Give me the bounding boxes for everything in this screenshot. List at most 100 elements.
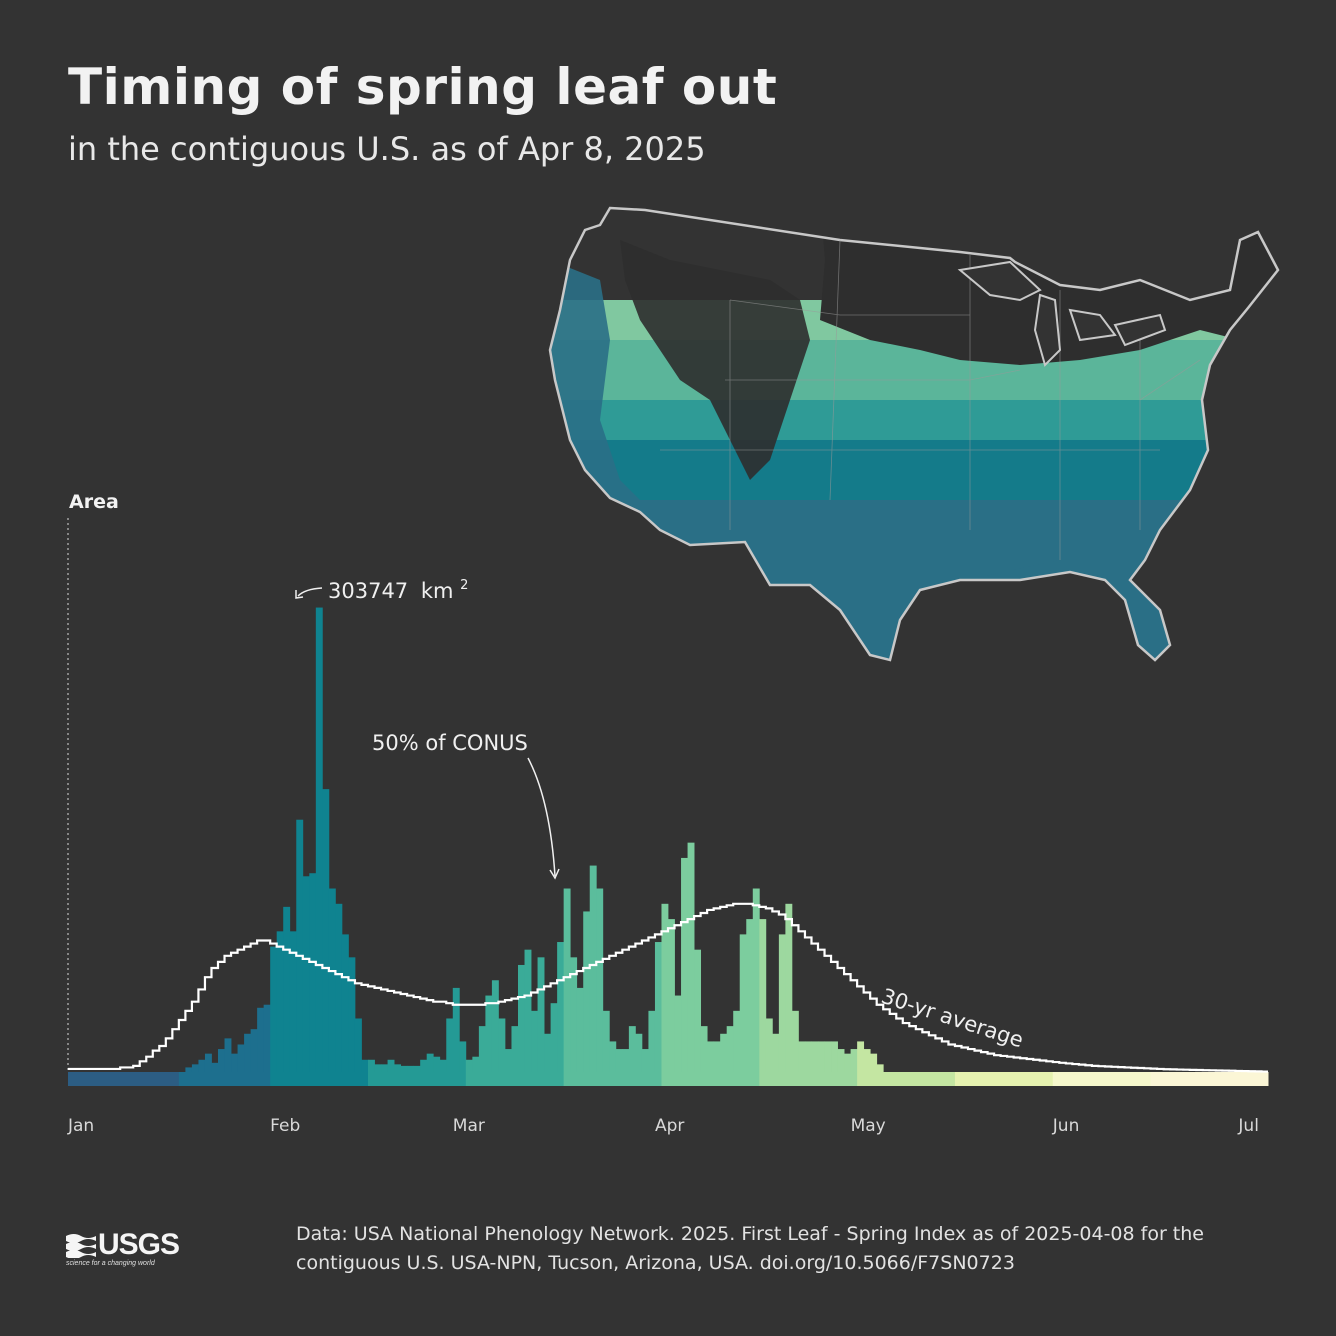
bar-day-30 xyxy=(263,1004,271,1072)
x-tick-label-jan: Jan xyxy=(67,1116,94,1136)
bar-day-57 xyxy=(439,1059,447,1072)
color-band-0 xyxy=(68,1072,180,1086)
bar-day-53 xyxy=(413,1065,421,1072)
bar-day-82 xyxy=(602,1010,610,1072)
bar-day-116 xyxy=(824,1041,832,1072)
bar-day-36 xyxy=(302,876,310,1072)
bar-day-122 xyxy=(863,1049,871,1072)
y-axis-label: Area xyxy=(69,491,119,513)
bar-day-98 xyxy=(707,1041,715,1072)
bar-day-55 xyxy=(426,1053,434,1072)
bar-day-66 xyxy=(498,1018,506,1072)
bar-day-74 xyxy=(550,1003,558,1072)
bar-day-61 xyxy=(465,1059,473,1072)
bar-day-25 xyxy=(231,1053,238,1072)
bar-day-65 xyxy=(491,980,499,1072)
bar-day-87 xyxy=(635,1033,643,1072)
x-tick-label-feb: Feb xyxy=(270,1116,300,1136)
bar-day-124 xyxy=(876,1064,884,1072)
fifty-percent-arrow xyxy=(527,757,556,877)
bar-day-21 xyxy=(204,1053,212,1072)
bar-day-85 xyxy=(622,1049,630,1072)
bar-day-110 xyxy=(785,903,793,1072)
x-tick-label-mar: Mar xyxy=(453,1116,485,1136)
bar-day-50 xyxy=(394,1064,402,1072)
color-band-7 xyxy=(759,1072,858,1086)
color-band-10 xyxy=(1052,1072,1152,1086)
x-tick-label-jul: Jul xyxy=(1237,1116,1259,1136)
bar-day-35 xyxy=(296,819,304,1072)
bar-day-44 xyxy=(354,1018,362,1072)
conus-map xyxy=(540,200,1290,670)
data-source-note: Data: USA National Phenology Network. 20… xyxy=(296,1223,1204,1274)
bar-day-102 xyxy=(733,1010,741,1072)
bar-day-106 xyxy=(759,919,767,1072)
bar-day-52 xyxy=(407,1065,415,1072)
bar-day-97 xyxy=(700,1026,708,1072)
bar-day-94 xyxy=(681,857,688,1072)
bar-day-42 xyxy=(341,934,349,1072)
bar-day-81 xyxy=(596,888,604,1072)
annotation-peak: 303747 km 2 xyxy=(295,578,468,603)
color-band-4 xyxy=(465,1072,565,1086)
bar-day-31 xyxy=(270,946,278,1072)
bar-day-123 xyxy=(870,1053,878,1072)
bar-day-68 xyxy=(511,1026,519,1072)
color-band-1 xyxy=(178,1072,271,1086)
us-outline xyxy=(548,206,1280,662)
usgs-wordmark: USGS xyxy=(98,1228,180,1261)
bar-day-99 xyxy=(713,1041,721,1072)
bar-day-64 xyxy=(485,995,493,1072)
bar-day-32 xyxy=(276,931,284,1072)
bar-day-115 xyxy=(818,1041,825,1072)
bar-day-51 xyxy=(400,1065,408,1072)
x-axis-ticks: Jan Feb Mar Apr May Jun Jul xyxy=(67,1116,1259,1136)
series-line-30yr-average xyxy=(68,902,1268,1073)
usgs-logo: USGS science for a changing world xyxy=(66,1228,186,1272)
color-band-9 xyxy=(954,1072,1054,1086)
color-band-11 xyxy=(1150,1072,1269,1086)
bar-day-109 xyxy=(778,934,786,1072)
bar-day-34 xyxy=(289,931,297,1072)
bar-day-23 xyxy=(218,1049,225,1072)
bar-day-46 xyxy=(368,1059,375,1072)
bar-day-24 xyxy=(224,1038,232,1072)
color-band-8 xyxy=(857,1072,956,1086)
bar-day-114 xyxy=(811,1041,819,1072)
bar-day-48 xyxy=(381,1064,388,1072)
bar-day-93 xyxy=(674,995,682,1072)
bar-day-59 xyxy=(452,987,460,1072)
bar-day-79 xyxy=(583,911,591,1072)
bar-day-92 xyxy=(668,919,675,1072)
bar-day-84 xyxy=(615,1049,623,1072)
x-tick-label-jun: Jun xyxy=(1052,1116,1080,1136)
bar-day-89 xyxy=(648,1010,656,1072)
bar-day-28 xyxy=(250,1029,258,1072)
bar-day-111 xyxy=(791,1010,799,1072)
peak-arrow-head xyxy=(295,590,304,599)
peak-unit: km xyxy=(421,579,454,603)
bar-day-20 xyxy=(198,1059,206,1072)
conus-map-svg xyxy=(548,206,1280,662)
chart-title: Timing of spring leaf out xyxy=(68,58,778,116)
color-band-5 xyxy=(563,1072,662,1086)
bar-day-29 xyxy=(257,1007,265,1072)
bar-day-54 xyxy=(420,1059,428,1072)
x-tick-label-apr: Apr xyxy=(655,1116,684,1136)
color-band-group xyxy=(68,1072,1269,1086)
map-band-3 xyxy=(550,400,1278,440)
bar-day-107 xyxy=(765,1018,773,1072)
bar-day-103 xyxy=(739,934,747,1072)
color-band-3 xyxy=(368,1072,467,1086)
fifty-percent-arrow-head xyxy=(549,868,560,880)
bar-day-60 xyxy=(459,1041,467,1072)
fifty-percent-label: 50% of CONUS xyxy=(372,731,528,755)
bar-day-27 xyxy=(244,1033,252,1072)
bar-day-26 xyxy=(237,1044,245,1072)
bar-day-95 xyxy=(687,842,695,1072)
bar-day-104 xyxy=(746,919,754,1072)
bar-day-72 xyxy=(537,957,545,1072)
bar-day-73 xyxy=(544,1033,552,1072)
bar-day-69 xyxy=(518,964,525,1072)
bar-day-86 xyxy=(628,1026,636,1072)
